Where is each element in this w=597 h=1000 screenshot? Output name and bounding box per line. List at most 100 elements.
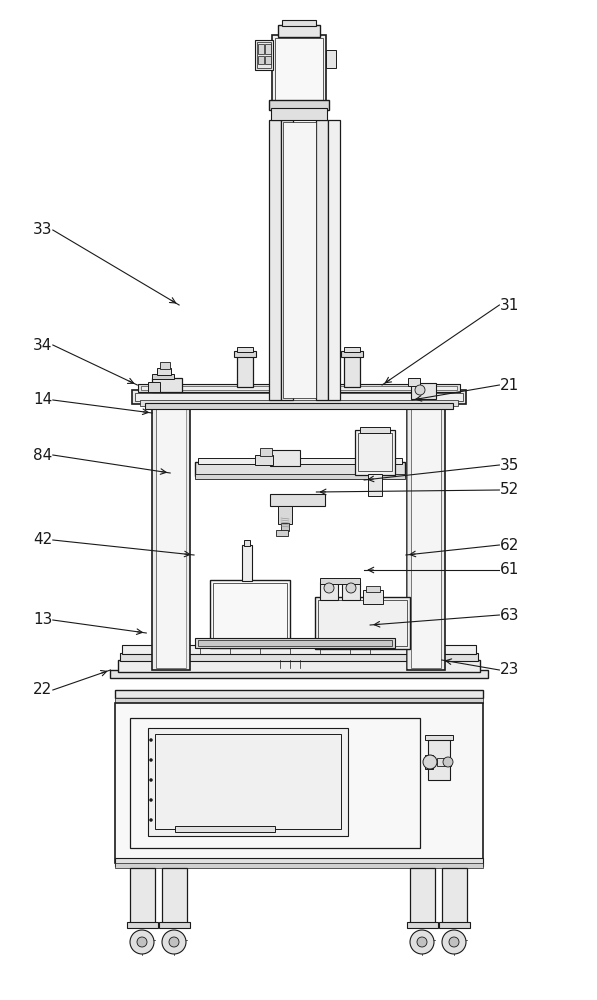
Bar	[278, 25, 320, 37]
Bar	[155, 734, 341, 829]
Circle shape	[149, 738, 152, 742]
Bar	[320, 578, 360, 584]
Bar	[258, 44, 264, 54]
Bar	[366, 586, 380, 592]
Text: 13: 13	[33, 612, 52, 628]
Circle shape	[137, 937, 147, 947]
Bar	[157, 368, 171, 375]
Text: 52: 52	[500, 483, 519, 497]
Bar	[320, 582, 338, 600]
Circle shape	[346, 583, 356, 593]
Text: 22: 22	[33, 682, 52, 698]
Bar	[115, 690, 483, 698]
Bar	[318, 600, 407, 646]
Bar	[141, 386, 457, 390]
Bar	[282, 20, 316, 26]
Bar	[244, 540, 250, 546]
Circle shape	[149, 758, 152, 762]
Bar	[148, 728, 348, 836]
Bar	[198, 458, 402, 464]
Bar	[437, 758, 451, 766]
Text: 21: 21	[500, 377, 519, 392]
Bar	[118, 660, 480, 672]
Text: 63: 63	[500, 607, 519, 622]
Bar	[408, 378, 420, 386]
Bar	[110, 670, 488, 678]
Bar	[162, 868, 187, 923]
Bar	[132, 390, 466, 404]
Bar	[278, 506, 292, 524]
Bar	[342, 582, 360, 600]
Bar	[145, 403, 453, 409]
Bar	[138, 384, 460, 392]
Text: 61: 61	[500, 562, 519, 578]
Bar	[130, 868, 155, 923]
Bar	[410, 868, 435, 923]
Text: 33: 33	[33, 223, 53, 237]
Bar	[135, 393, 463, 401]
Bar	[270, 494, 325, 506]
Circle shape	[130, 930, 154, 954]
Bar	[195, 474, 405, 479]
Bar	[257, 42, 271, 68]
Circle shape	[415, 385, 425, 395]
Bar	[210, 580, 290, 648]
Bar	[234, 351, 256, 357]
Bar	[281, 523, 289, 531]
Circle shape	[417, 937, 427, 947]
Bar	[425, 755, 433, 769]
Circle shape	[410, 930, 434, 954]
Bar	[260, 448, 272, 456]
Bar	[156, 392, 186, 668]
Circle shape	[169, 937, 179, 947]
Bar	[130, 718, 420, 848]
Text: 62: 62	[500, 538, 519, 552]
Bar	[363, 590, 383, 604]
Bar	[122, 645, 476, 654]
Bar	[175, 826, 275, 832]
Bar	[315, 597, 410, 649]
Bar	[344, 355, 360, 387]
Bar	[115, 863, 483, 868]
Bar	[195, 638, 395, 648]
Bar	[237, 355, 253, 387]
Circle shape	[449, 937, 459, 947]
Bar	[272, 35, 326, 103]
Bar	[127, 922, 158, 928]
Text: 31: 31	[500, 298, 519, 312]
Text: 35: 35	[500, 458, 519, 473]
Bar	[439, 922, 470, 928]
Bar	[152, 390, 190, 670]
Bar	[341, 351, 363, 357]
Bar	[368, 474, 382, 496]
Bar	[213, 583, 287, 645]
Text: 23: 23	[500, 662, 519, 678]
Bar	[283, 122, 316, 398]
Bar	[255, 455, 273, 465]
Bar	[148, 382, 160, 392]
Text: 84: 84	[33, 448, 52, 462]
Bar	[358, 433, 392, 471]
Bar	[316, 120, 328, 400]
Text: 34: 34	[33, 338, 52, 353]
Bar	[281, 120, 293, 400]
Circle shape	[442, 930, 466, 954]
Bar	[271, 108, 327, 120]
Bar	[411, 392, 441, 668]
Bar	[355, 430, 395, 475]
Bar	[270, 450, 300, 466]
Circle shape	[423, 755, 437, 769]
Circle shape	[149, 778, 152, 782]
Bar	[255, 40, 273, 70]
Bar	[269, 100, 329, 110]
Bar	[242, 545, 252, 581]
Bar	[265, 56, 271, 64]
Circle shape	[443, 757, 453, 767]
Bar	[265, 44, 271, 54]
Bar	[428, 740, 450, 780]
Bar	[152, 374, 174, 379]
Bar	[425, 735, 453, 740]
Bar	[140, 400, 458, 406]
Circle shape	[324, 583, 334, 593]
Bar	[407, 390, 445, 670]
